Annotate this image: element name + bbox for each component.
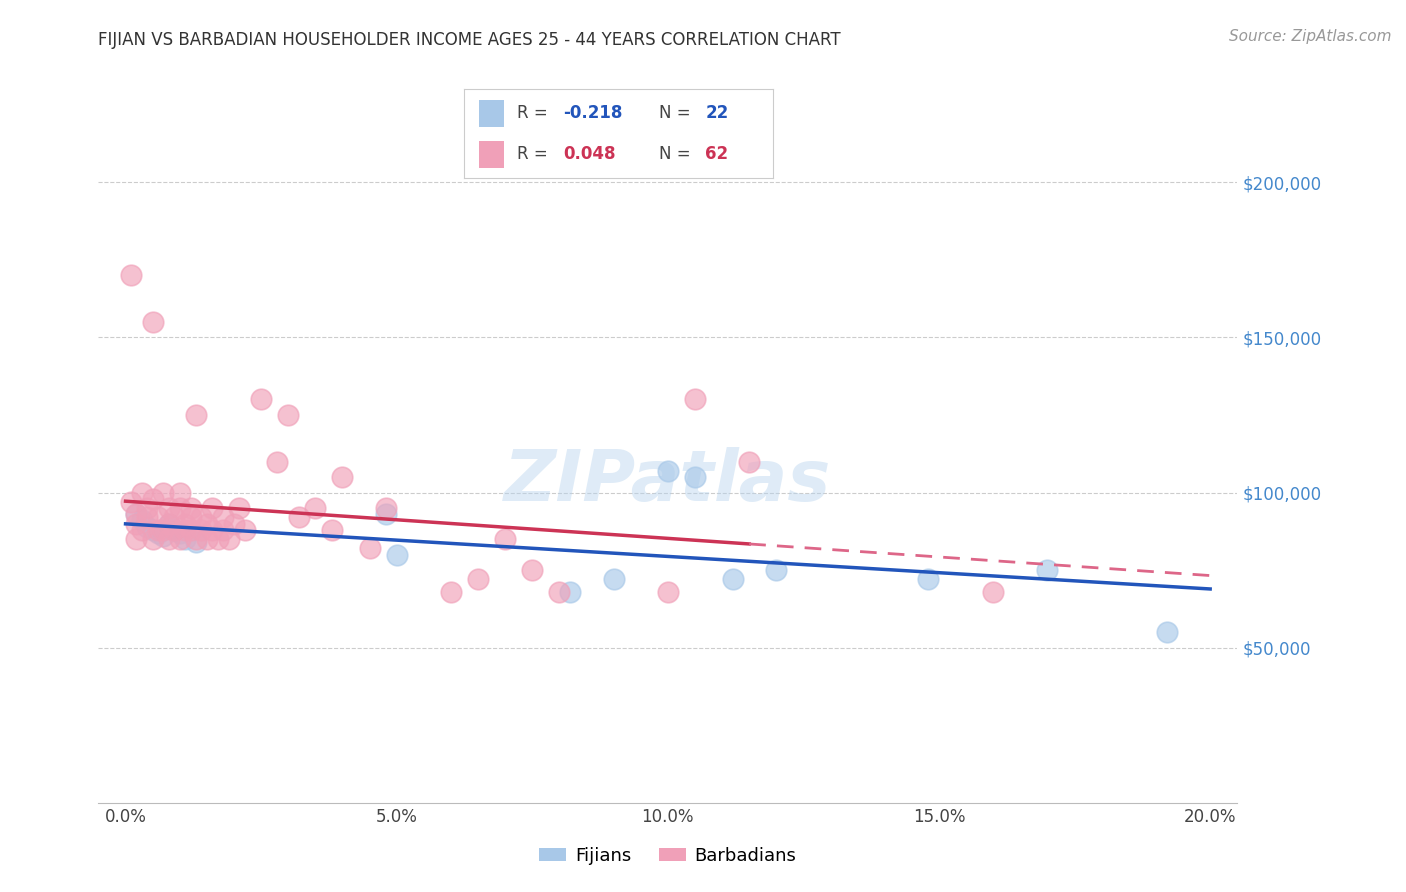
Text: N =: N = xyxy=(659,104,696,122)
Point xyxy=(222,516,245,531)
Point xyxy=(683,470,706,484)
Point xyxy=(190,523,212,537)
Point xyxy=(125,508,148,522)
Point xyxy=(228,501,250,516)
Point xyxy=(136,510,159,524)
Bar xyxy=(479,141,505,168)
Legend: Fijians, Barbadians: Fijians, Barbadians xyxy=(531,840,804,872)
Point xyxy=(125,516,148,531)
Point xyxy=(207,532,229,546)
Text: R =: R = xyxy=(516,104,553,122)
Point xyxy=(174,516,197,531)
Point xyxy=(120,495,142,509)
Point xyxy=(157,501,180,516)
Point xyxy=(184,532,207,546)
Text: ZIPatlas: ZIPatlas xyxy=(505,447,831,516)
Point xyxy=(169,525,191,540)
Point xyxy=(657,584,679,599)
Text: FIJIAN VS BARBADIAN HOUSEHOLDER INCOME AGES 25 - 44 YEARS CORRELATION CHART: FIJIAN VS BARBADIAN HOUSEHOLDER INCOME A… xyxy=(98,31,841,49)
Point xyxy=(174,523,197,537)
Point xyxy=(266,454,288,468)
Point xyxy=(157,516,180,531)
Point xyxy=(169,485,191,500)
Point xyxy=(1036,563,1059,577)
Point xyxy=(180,510,202,524)
Text: 0.048: 0.048 xyxy=(562,145,616,163)
Point xyxy=(721,573,744,587)
Text: 62: 62 xyxy=(706,145,728,163)
Point xyxy=(131,513,153,527)
Point xyxy=(288,510,311,524)
Point xyxy=(180,501,202,516)
Point xyxy=(169,532,191,546)
Point xyxy=(163,523,186,537)
Point xyxy=(146,510,169,524)
Text: -0.218: -0.218 xyxy=(562,104,623,122)
Point xyxy=(981,584,1004,599)
Point xyxy=(142,491,165,506)
Point xyxy=(152,485,174,500)
Point xyxy=(142,315,165,329)
Text: 22: 22 xyxy=(706,104,728,122)
Point xyxy=(146,523,169,537)
Point xyxy=(212,523,235,537)
Point xyxy=(657,464,679,478)
Point xyxy=(304,501,326,516)
Point xyxy=(184,408,207,422)
Point xyxy=(212,510,235,524)
Point xyxy=(467,573,489,587)
Point xyxy=(157,532,180,546)
Point xyxy=(494,532,516,546)
Point xyxy=(917,573,939,587)
Point xyxy=(201,501,224,516)
Point xyxy=(1156,625,1178,640)
Point xyxy=(250,392,273,407)
Point xyxy=(374,508,396,522)
Point xyxy=(152,523,174,537)
Point xyxy=(180,523,202,537)
Point xyxy=(169,501,191,516)
Point xyxy=(765,563,787,577)
Point xyxy=(332,470,354,484)
Point xyxy=(142,523,165,537)
Point xyxy=(120,268,142,283)
Point xyxy=(359,541,381,556)
Point xyxy=(163,523,186,537)
Point xyxy=(142,532,165,546)
Point xyxy=(522,563,544,577)
Point xyxy=(195,516,218,531)
Point xyxy=(683,392,706,407)
Text: R =: R = xyxy=(516,145,553,163)
Point xyxy=(152,529,174,543)
Point xyxy=(548,584,571,599)
Point xyxy=(195,532,218,546)
Point xyxy=(201,523,224,537)
Text: N =: N = xyxy=(659,145,696,163)
Point xyxy=(125,508,148,522)
Point xyxy=(277,408,299,422)
Text: Source: ZipAtlas.com: Source: ZipAtlas.com xyxy=(1229,29,1392,44)
Point xyxy=(146,525,169,540)
Point xyxy=(385,548,408,562)
Point xyxy=(233,523,256,537)
Point xyxy=(163,510,186,524)
Point xyxy=(174,532,197,546)
Point xyxy=(131,523,153,537)
Point xyxy=(136,501,159,516)
Point xyxy=(321,523,343,537)
Point xyxy=(157,516,180,531)
Point xyxy=(440,584,463,599)
Point xyxy=(374,501,396,516)
Point xyxy=(602,573,624,587)
Point xyxy=(136,519,159,533)
Point xyxy=(738,454,761,468)
Point xyxy=(560,584,582,599)
Bar xyxy=(479,100,505,127)
Point xyxy=(125,532,148,546)
Point xyxy=(131,485,153,500)
Point xyxy=(190,510,212,524)
Point xyxy=(184,535,207,549)
Point xyxy=(218,532,240,546)
